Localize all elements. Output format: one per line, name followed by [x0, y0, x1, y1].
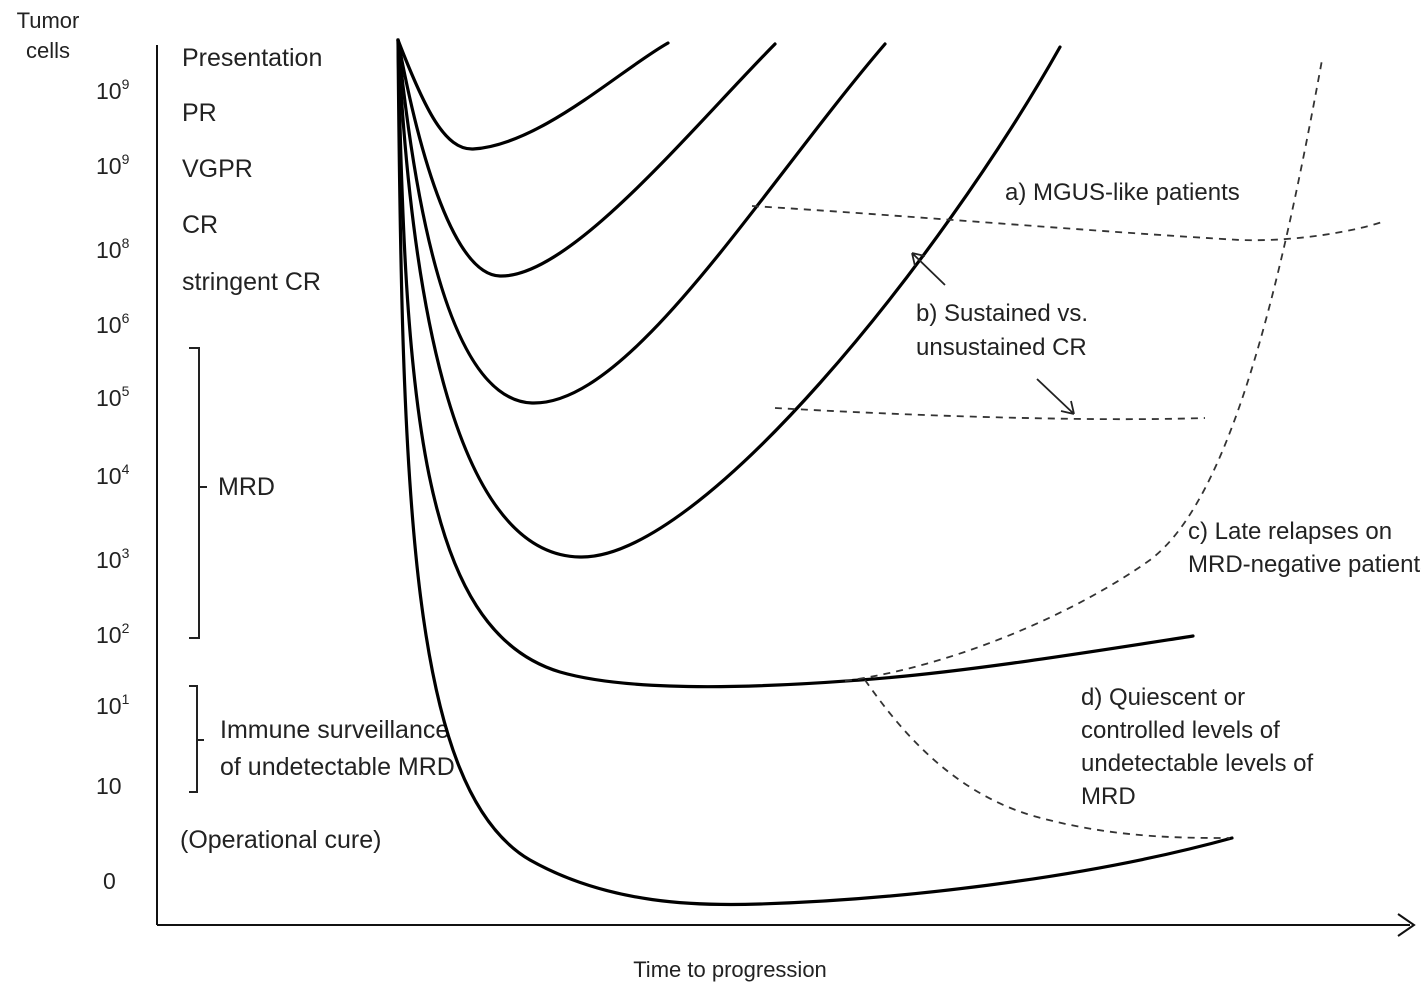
y-axis-title-line1: Tumor — [17, 8, 80, 33]
annotation-quiescent-line4: MRD — [1081, 783, 1136, 810]
y-tick-label: 105 — [96, 383, 130, 411]
y-tick-exp: 6 — [122, 310, 130, 326]
y-tick-base: 10 — [96, 773, 122, 799]
curve-mrd-plateau — [396, 38, 1195, 689]
y-tick-label: 101 — [96, 691, 130, 719]
mrd-label: MRD — [218, 473, 275, 501]
y-tick-label: 106 — [96, 310, 130, 338]
immune-bracket — [189, 685, 204, 793]
y-tick-exp: 8 — [122, 235, 130, 251]
level-presentation: Presentation — [182, 44, 322, 72]
level-cr: CR — [182, 211, 218, 239]
annotation-late-relapse-line2: MRD-negative patients — [1188, 551, 1421, 578]
x-axis-title: Time to progression — [633, 957, 827, 982]
y-tick-label: 103 — [96, 545, 130, 573]
dashed-unsustained-cr — [774, 407, 1206, 421]
annotation-late-relapse-line1: c) Late relapses on — [1188, 518, 1392, 545]
y-tick-base: 10 — [96, 693, 122, 719]
mrd-bracket — [189, 347, 207, 639]
y-tick-base: 0 — [103, 868, 116, 894]
y-tick-base: 10 — [96, 622, 122, 648]
arrow-unsustained-cr — [1036, 378, 1075, 415]
y-tick-label: 109 — [96, 151, 130, 179]
dashed-late-relapse — [844, 59, 1323, 682]
y-tick-label: 109 — [96, 76, 130, 104]
curve-operational-cure — [396, 38, 1234, 907]
annotation-mgus-like: a) MGUS-like patients — [1005, 179, 1240, 206]
immune-label-line1: Immune surveillance — [220, 716, 449, 744]
annotation-quiescent-line2: controlled levels of — [1081, 717, 1280, 744]
y-tick-label: 108 — [96, 235, 130, 263]
y-tick-base: 10 — [96, 312, 122, 338]
curve-vgpr — [396, 38, 777, 278]
y-tick-exp: 1 — [122, 691, 130, 707]
y-tick-exp: 5 — [122, 383, 130, 399]
y-tick-base: 10 — [96, 463, 122, 489]
y-tick-base: 10 — [96, 237, 122, 263]
level-pr: PR — [182, 99, 217, 127]
y-tick-exp: 9 — [122, 151, 130, 167]
x-axis-arrowhead — [1397, 913, 1416, 937]
level-vgpr: VGPR — [182, 155, 253, 183]
dashed-mgus-like — [751, 205, 1386, 242]
annotation-quiescent-line1: d) Quiescent or — [1081, 684, 1245, 711]
y-tick-base: 10 — [96, 547, 122, 573]
curve-cr — [396, 38, 887, 405]
y-tick-label: 104 — [96, 461, 130, 489]
y-tick-base: 10 — [96, 385, 122, 411]
y-tick-label: 0 — [103, 868, 116, 894]
y-tick-base: 10 — [96, 153, 122, 179]
arrow-sustained-cr — [911, 252, 946, 286]
y-axis-title-line2: cells — [26, 38, 70, 63]
operational-cure-label: (Operational cure) — [180, 826, 381, 854]
y-tick-exp: 4 — [122, 461, 130, 477]
annotation-sustained-line2: unsustained CR — [916, 334, 1087, 361]
annotation-quiescent-line3: undetectable levels of — [1081, 750, 1313, 777]
y-tick-label: 102 — [96, 620, 130, 648]
immune-label-line2: of undetectable MRD — [220, 753, 455, 781]
curve-stringent-cr — [396, 38, 1062, 559]
curve-pr — [396, 38, 670, 151]
level-stringent-cr: stringent CR — [182, 268, 321, 296]
y-tick-base: 10 — [96, 78, 122, 104]
y-tick-label: 10 — [96, 773, 122, 799]
y-tick-exp: 2 — [122, 620, 130, 636]
dashed-quiescent — [864, 679, 1231, 839]
y-tick-exp: 3 — [122, 545, 130, 561]
annotation-sustained-line1: b) Sustained vs. — [916, 300, 1088, 327]
y-tick-exp: 9 — [122, 76, 130, 92]
